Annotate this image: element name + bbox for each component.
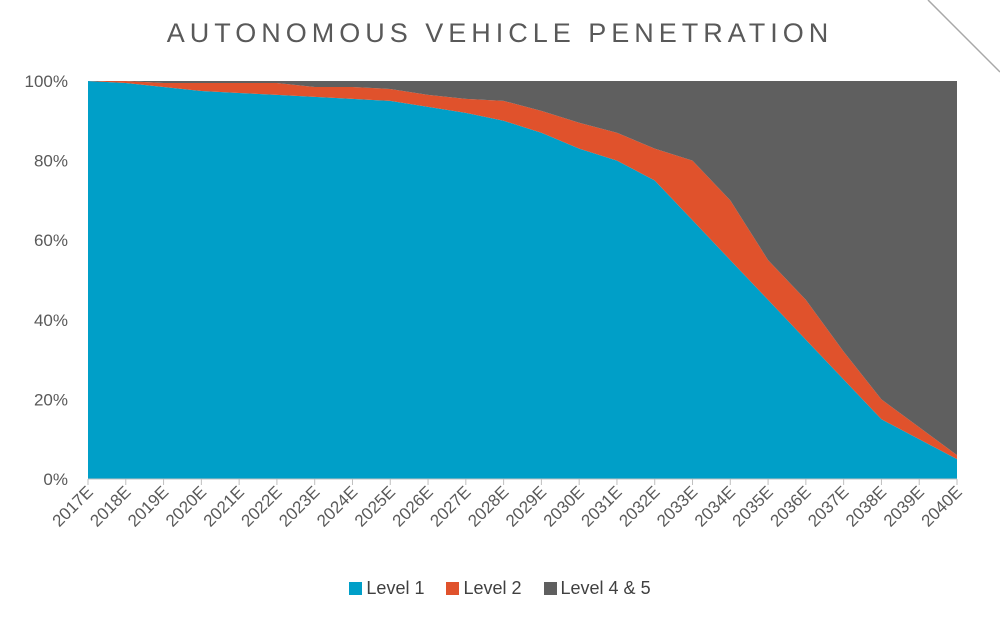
x-tick-label: 2039E (880, 482, 928, 530)
legend-swatch-level-1 (349, 582, 363, 595)
x-tick-label: 2037E (804, 482, 852, 530)
x-tick-label: 2026E (389, 482, 437, 530)
legend-swatch-level-4-5 (543, 582, 557, 595)
x-tick-label: 2032E (615, 482, 663, 530)
legend: Level 1 Level 2 Level 4 & 5 (0, 578, 1000, 599)
x-tick-label: 2017E (49, 482, 97, 530)
chart-title: AUTONOMOUS VEHICLE PENETRATION (166, 18, 834, 48)
area-series-1 (88, 81, 957, 479)
x-tick-label: 2040E (918, 482, 966, 530)
legend-item-level-4-5: Level 4 & 5 (543, 578, 651, 599)
x-tick-label: 2021E (200, 482, 248, 530)
y-tick-label: 20% (34, 390, 68, 409)
legend-item-level-2: Level 2 (446, 578, 522, 599)
x-tick-label: 2019E (124, 482, 172, 530)
legend-label: Level 2 (463, 578, 522, 598)
legend-label: Level 1 (366, 578, 425, 598)
x-tick-label: 2038E (842, 482, 890, 530)
area-series-3 (88, 81, 957, 456)
x-tick-label: 2030E (540, 482, 588, 530)
x-tick-label: 2027E (426, 482, 474, 530)
x-tick-label: 2028E (464, 482, 512, 530)
x-tick-label: 2029E (502, 482, 550, 530)
x-tick-label: 2018E (86, 482, 134, 530)
legend-item-level-1: Level 1 (349, 578, 424, 599)
x-tick-label: 2025E (351, 482, 399, 530)
x-tick-label: 2020E (162, 482, 210, 530)
plot-area (88, 81, 957, 479)
legend-label: Level 4 & 5 (560, 578, 651, 598)
y-tick-label: 80% (34, 152, 68, 171)
y-axis: 0% 20% 40% 60% 80% 100% (25, 72, 68, 489)
y-tick-label: 0% (43, 470, 68, 489)
x-tick-label: 2034E (691, 482, 739, 530)
x-tick-label: 2031E (578, 482, 626, 530)
y-tick-label: 40% (34, 311, 68, 330)
x-tick-label: 2022E (238, 482, 286, 530)
x-tick-label: 2024E (313, 482, 361, 530)
y-tick-label: 60% (34, 231, 68, 250)
x-tick-label: 2023E (275, 482, 323, 530)
legend-swatch-level-2 (446, 582, 460, 595)
x-axis: 2017E2018E2019E2020E2021E2022E2023E2024E… (49, 478, 966, 531)
x-tick-label: 2035E (729, 482, 777, 530)
y-tick-label: 100% (25, 72, 68, 91)
x-tick-label: 2036E (766, 482, 814, 530)
x-tick-label: 2033E (653, 482, 701, 530)
